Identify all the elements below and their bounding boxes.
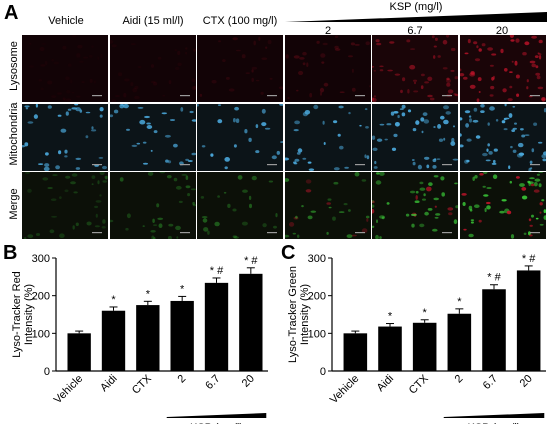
chart-c-group-label: KSP (mg/l) <box>468 422 521 424</box>
chart-b-significance-5: * # <box>244 255 258 267</box>
micrograph-mitochondria-ksp-6-7 <box>372 103 458 171</box>
chart-c-bar-4 <box>482 289 506 371</box>
panel-b-letter: B <box>3 242 18 264</box>
chart-c-y-tick-label: 0 <box>320 366 326 378</box>
chart-c-ksp-wedge <box>443 413 545 418</box>
column-header-ctx: CTX (100 mg/l) <box>202 15 278 27</box>
chart-b-bar-2 <box>136 305 160 371</box>
micrograph-lysosome-aidi <box>109 35 196 102</box>
column-header-ksp-20: 20 <box>495 25 509 37</box>
chart-b-bar-3 <box>170 300 194 371</box>
chart-b-significance-2: * <box>146 288 151 300</box>
chart-b-y-tick-label: 100 <box>32 328 50 340</box>
chart-b-significance-3: * <box>180 283 185 295</box>
chart-c-x-tick-label-1: Aidi <box>375 373 396 394</box>
micrograph-mitochondria-vehicle <box>22 103 108 171</box>
micrograph-mitochondria-aidi <box>109 103 196 171</box>
micrograph-merge-vehicle <box>22 172 108 239</box>
chart-c-bar-1 <box>378 326 402 371</box>
row-header-merge: Merge <box>8 188 20 220</box>
chart-c-bar-2 <box>412 322 437 371</box>
chart-b-x-tick-label-1: Aidi <box>98 373 119 394</box>
row-header-mitochondria: Mitochondria <box>8 102 20 166</box>
chart-c-bar-5 <box>516 270 541 371</box>
chart-b-bar-4 <box>204 282 229 371</box>
chart-b-y-tick-label: 300 <box>32 253 50 265</box>
column-header-ksp-6-7: 6.7 <box>407 25 423 37</box>
chart-b-significance-4: * # <box>210 265 224 277</box>
micrograph-merge-ctx <box>197 172 283 239</box>
micrograph-mitochondria-ctx <box>197 103 283 171</box>
micrograph-merge-ksp-20 <box>459 172 546 239</box>
ksp-dose-wedge <box>285 12 547 22</box>
ksp-header-label: KSP (mg/l) <box>389 1 443 13</box>
micrograph-merge-ksp-2 <box>284 172 371 239</box>
chart-c-x-tick-label-3: 2 <box>453 373 466 386</box>
chart-b-group-label: KSP (mg/l) <box>190 422 243 424</box>
chart-c-significance-5: * # <box>522 253 536 265</box>
chart-c-significance-1: * <box>388 311 393 323</box>
chart-b-y-tick-label: 0 <box>44 366 50 378</box>
micrograph-mitochondria-ksp-2 <box>284 103 371 171</box>
column-header-aidi: Aidi (15 ml/l) <box>122 15 184 27</box>
micrograph-lysosome-ksp-2 <box>284 35 371 102</box>
chart-c-significance-2: * <box>423 307 428 319</box>
chart-b-ksp-wedge <box>166 413 267 418</box>
chart-c-y-tick-label: 300 <box>308 253 326 265</box>
chart-c-x-tick-label-4: 6.7 <box>481 373 500 392</box>
chart-b-x-tick-label-4: 6.7 <box>203 373 222 392</box>
panel-a-letter: A <box>4 2 19 24</box>
micrograph-merge-aidi <box>109 172 196 239</box>
chart-b-x-tick-label-5: 20 <box>240 373 257 390</box>
chart-b-x-tick-label-0: Vehicle <box>52 373 86 407</box>
micrograph-lysosome-ctx <box>197 35 283 102</box>
chart-c-significance-3: * <box>457 296 462 308</box>
chart-c-significance-4: * # <box>487 272 501 284</box>
micrograph-mitochondria-ksp-20 <box>459 103 546 171</box>
chart-c-bar-0 <box>343 333 368 371</box>
chart-c-y-axis-label: Lyso-Tracker GreenIntensity (%) <box>287 266 311 363</box>
chart-c-y-tick-label: 200 <box>308 291 326 303</box>
column-header-vehicle: Vehicle <box>48 15 84 27</box>
chart-c-x-tick-label-0: Vehicle <box>328 373 362 407</box>
panel-c-letter: C <box>281 242 296 264</box>
column-header-ksp-2: 2 <box>324 25 332 37</box>
chart-b-x-tick-label-2: CTX <box>130 372 155 397</box>
micrograph-lysosome-ksp-20 <box>459 35 546 102</box>
chart-c-y-tick-label: 100 <box>308 328 326 340</box>
micrograph-lysosome-vehicle <box>22 35 108 102</box>
micrograph-lysosome-ksp-6-7 <box>372 35 458 102</box>
chart-b-bar-1 <box>101 310 126 371</box>
chart-c-bar-3 <box>447 313 472 371</box>
chart-c-x-tick-label-5: 20 <box>518 373 535 390</box>
micrograph-grid <box>22 35 546 240</box>
chart-b-bar-5 <box>239 273 263 371</box>
chart-b-y-axis-label: Lyso-Tracker RedIntensity (%) <box>11 271 35 358</box>
chart-b-x-tick-label-3: 2 <box>175 373 188 386</box>
chart-b-significance-1: * <box>111 294 116 306</box>
chart-b-bar-0 <box>67 333 91 371</box>
micrograph-merge-ksp-6-7 <box>372 172 458 239</box>
chart-b-y-tick-label: 200 <box>32 291 50 303</box>
chart-b: 0 100 200 300 Lyso-Tracker RedIntensity (%) V… <box>11 253 268 424</box>
chart-c-x-tick-label-2: CTX <box>407 372 432 397</box>
